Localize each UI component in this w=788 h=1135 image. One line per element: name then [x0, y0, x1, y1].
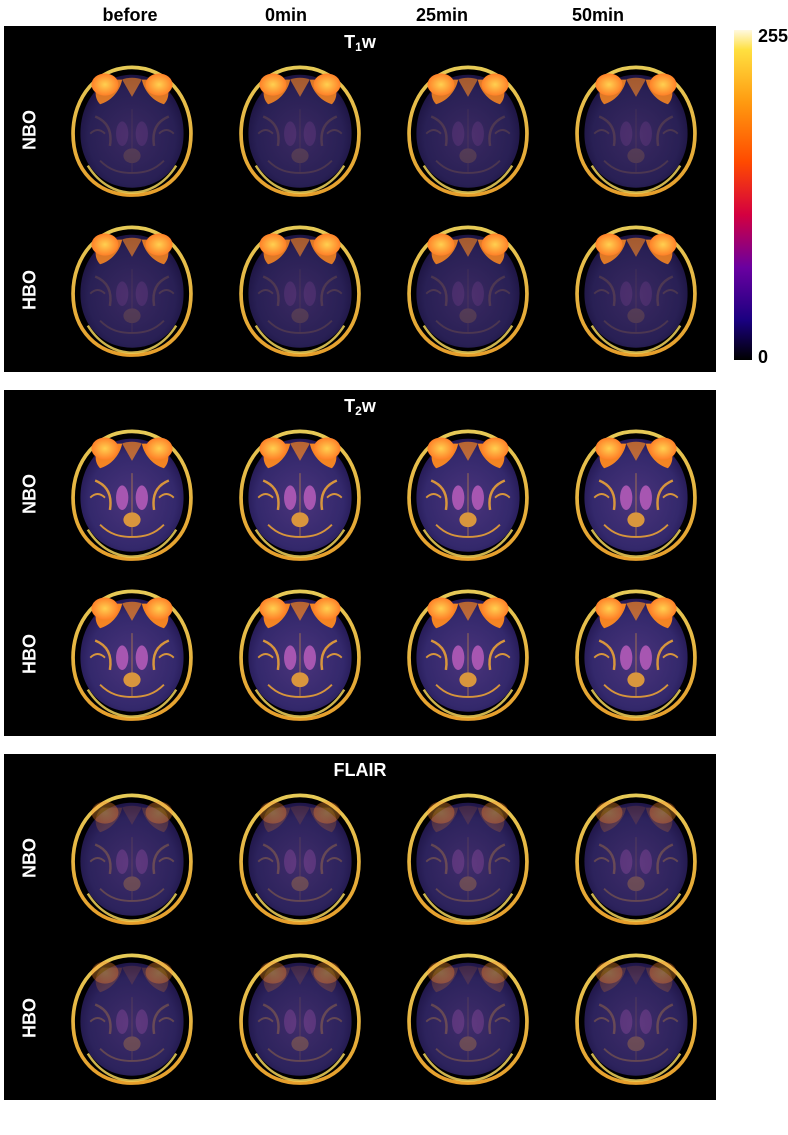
- col-header-50min: 50min: [520, 5, 676, 26]
- row-flair-hbo: HBO: [52, 942, 716, 1094]
- brain-image: [226, 424, 374, 564]
- brain-t2w-hbo-50min: [556, 580, 716, 728]
- brain-t2w-hbo-25min: [388, 580, 548, 728]
- colorbar-gradient: [734, 30, 752, 360]
- brain-t1w-hbo-25min: [388, 216, 548, 364]
- brain-flair-nbo-50min: [556, 784, 716, 932]
- brain-t1w-nbo-0min: [220, 56, 380, 204]
- row-label-hbo: HBO: [20, 270, 41, 310]
- brain-flair-hbo-before: [52, 944, 212, 1092]
- panel-title-flair: FLAIR: [4, 760, 716, 781]
- brain-image: [58, 220, 206, 360]
- panel-rows-flair: NBO: [4, 760, 716, 1094]
- brain-image: [394, 788, 542, 928]
- brain-image: [562, 584, 710, 724]
- panel-title-t2w: T2w: [4, 396, 716, 417]
- brain-image: [58, 788, 206, 928]
- brain-t1w-nbo-before: [52, 56, 212, 204]
- row-label-nbo: NBO: [20, 838, 41, 878]
- row-label-hbo: HBO: [20, 998, 41, 1038]
- brain-image: [394, 948, 542, 1088]
- brain-flair-hbo-0min: [220, 944, 380, 1092]
- col-header-0min: 0min: [208, 5, 364, 26]
- row-label-nbo: NBO: [20, 474, 41, 514]
- brain-flair-hbo-50min: [556, 944, 716, 1092]
- brain-image: [226, 60, 374, 200]
- brain-image: [562, 60, 710, 200]
- brain-flair-hbo-25min: [388, 944, 548, 1092]
- brain-t2w-nbo-0min: [220, 420, 380, 568]
- brain-image: [394, 584, 542, 724]
- panel-title-t1w: T1w: [4, 32, 716, 53]
- row-t2w-hbo: HBO: [52, 578, 716, 730]
- brain-t1w-hbo-50min: [556, 216, 716, 364]
- brain-image: [226, 220, 374, 360]
- brain-t2w-nbo-before: [52, 420, 212, 568]
- brain-t1w-hbo-before: [52, 216, 212, 364]
- brain-image: [562, 220, 710, 360]
- brain-image: [394, 220, 542, 360]
- brain-t1w-hbo-0min: [220, 216, 380, 364]
- row-t1w-hbo: HBO: [52, 214, 716, 366]
- row-flair-nbo: NBO: [52, 782, 716, 934]
- brain-image: [226, 948, 374, 1088]
- column-headers: before 0min 25min 50min: [4, 0, 676, 26]
- brain-t1w-nbo-25min: [388, 56, 548, 204]
- brain-image: [58, 424, 206, 564]
- brain-image: [394, 424, 542, 564]
- brain-flair-nbo-before: [52, 784, 212, 932]
- brain-image: [562, 788, 710, 928]
- row-label-nbo: NBO: [20, 110, 41, 150]
- panel-rows-t1w: NBO: [4, 32, 716, 366]
- brain-t2w-nbo-50min: [556, 420, 716, 568]
- row-t1w-nbo: NBO: [52, 54, 716, 206]
- brain-image: [58, 948, 206, 1088]
- col-header-25min: 25min: [364, 5, 520, 26]
- colorbar-min-label: 0: [758, 347, 768, 368]
- brain-t1w-nbo-50min: [556, 56, 716, 204]
- brain-flair-nbo-25min: [388, 784, 548, 932]
- colorbar-max-label: 255: [758, 26, 788, 47]
- row-label-hbo: HBO: [20, 634, 41, 674]
- brain-flair-nbo-0min: [220, 784, 380, 932]
- brain-image: [58, 584, 206, 724]
- brain-t2w-hbo-before: [52, 580, 212, 728]
- brain-t2w-nbo-25min: [388, 420, 548, 568]
- brain-image: [226, 788, 374, 928]
- panel-t2w: T2wNBO: [4, 390, 716, 736]
- brain-image: [562, 424, 710, 564]
- row-t2w-nbo: NBO: [52, 418, 716, 570]
- brain-image: [226, 584, 374, 724]
- panel-t1w: T1wNBO: [4, 26, 716, 372]
- colorbar: 255 0: [734, 30, 784, 380]
- col-header-before: before: [52, 5, 208, 26]
- brain-image: [394, 60, 542, 200]
- brain-t2w-hbo-0min: [220, 580, 380, 728]
- panel-rows-t2w: NBO: [4, 396, 716, 730]
- brain-image: [58, 60, 206, 200]
- brain-image: [562, 948, 710, 1088]
- panel-flair: FLAIRNBO: [4, 754, 716, 1100]
